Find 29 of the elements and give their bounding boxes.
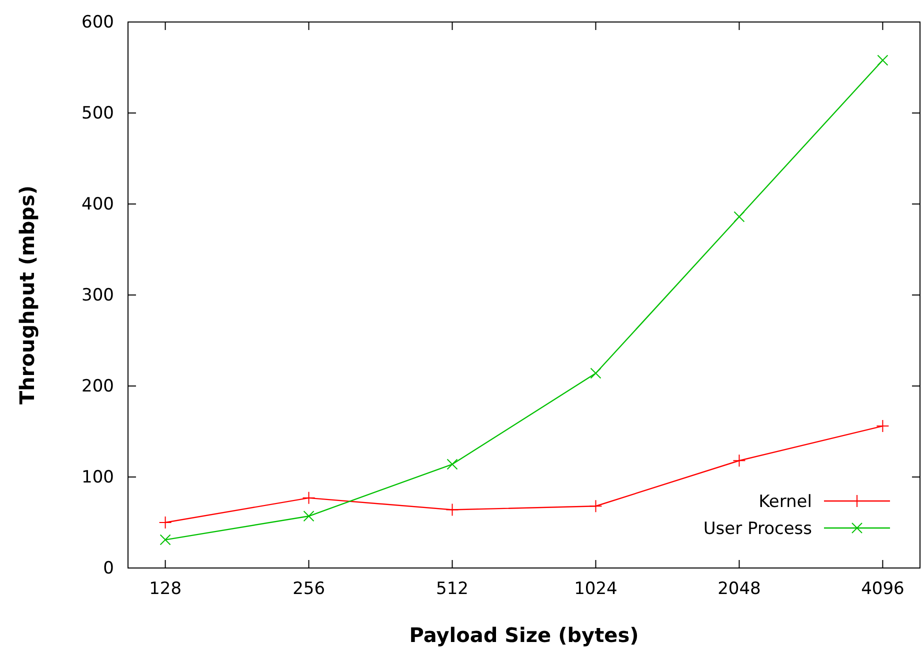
legend-label: User Process: [703, 519, 812, 539]
y-axis-title: Throughput (mbps): [15, 185, 39, 405]
point: [876, 420, 890, 433]
point: [446, 458, 458, 470]
point: [446, 503, 459, 516]
y-tick-label: 500: [82, 103, 114, 124]
point: [158, 516, 172, 529]
point: [160, 534, 171, 546]
legend-label: Kernel: [758, 492, 812, 512]
point: [589, 500, 602, 513]
x-tick-label: 4096: [861, 579, 904, 600]
y-tick-label: 200: [82, 376, 114, 396]
y-tick-label: 300: [82, 285, 114, 306]
y-tick-label: 0: [103, 558, 114, 578]
x-tick-label: 512: [436, 579, 468, 600]
point: [303, 510, 314, 522]
y-tick-label: 600: [82, 12, 114, 32]
y-tick-label: 400: [82, 194, 114, 214]
point: [877, 54, 888, 66]
x-axis-title: Payload Size (bytes): [409, 623, 639, 647]
x-tick-label: 1024: [574, 579, 618, 600]
x-tick-label: 128: [149, 579, 182, 600]
x-tick-label: 256: [292, 579, 326, 600]
point: [302, 491, 316, 504]
y-tick-label: 100: [82, 467, 114, 488]
x-tick-label: 2048: [718, 579, 761, 600]
point: [734, 211, 745, 222]
point: [590, 368, 602, 379]
point: [732, 454, 746, 468]
